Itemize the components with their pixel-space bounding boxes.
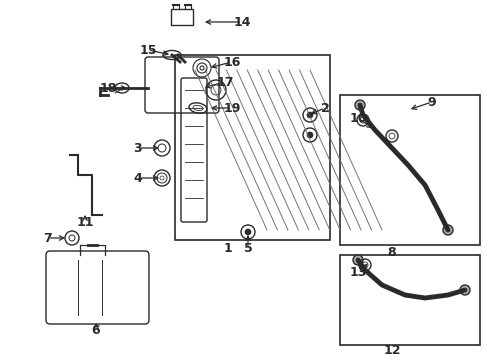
Text: 5: 5 (243, 242, 252, 255)
Circle shape (306, 112, 312, 118)
Bar (339, 95, 479, 245)
Text: 18: 18 (99, 81, 117, 94)
Text: 16: 16 (223, 55, 240, 68)
Circle shape (352, 255, 362, 265)
Bar (175, 55, 329, 240)
Text: 15: 15 (139, 44, 157, 57)
Bar (339, 255, 479, 345)
Text: 19: 19 (223, 102, 240, 114)
Circle shape (459, 285, 469, 295)
Text: 14: 14 (233, 15, 250, 28)
Text: 17: 17 (216, 76, 233, 89)
Text: 12: 12 (383, 343, 400, 356)
Circle shape (354, 100, 364, 110)
Text: 10: 10 (348, 112, 366, 125)
Text: 7: 7 (43, 231, 52, 244)
Text: 11: 11 (76, 216, 94, 229)
Text: 6: 6 (92, 324, 100, 337)
Text: 4: 4 (133, 171, 142, 184)
Circle shape (244, 229, 250, 235)
Bar (171, 9, 193, 25)
Text: 3: 3 (133, 141, 142, 154)
Text: 1: 1 (223, 242, 232, 255)
Circle shape (306, 132, 312, 138)
Circle shape (442, 225, 452, 235)
Text: 13: 13 (348, 266, 366, 279)
Text: 8: 8 (387, 246, 395, 258)
Text: 2: 2 (320, 102, 329, 114)
Text: 9: 9 (427, 95, 435, 108)
